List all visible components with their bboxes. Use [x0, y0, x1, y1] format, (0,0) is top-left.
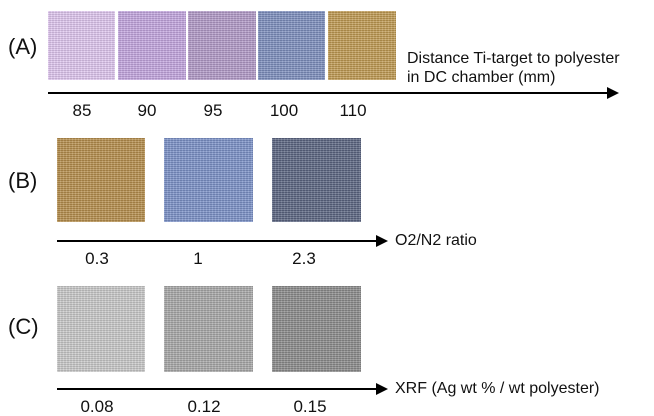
panel-a-tick-85: 85: [72, 101, 92, 120]
panel-c-tick-0-15: 0.15: [293, 397, 327, 416]
panel-c-axis-line: [57, 388, 377, 390]
fabric-swatch-ratio-1: [164, 138, 253, 222]
fabric-swatch-90: [118, 11, 186, 80]
panel-c-axis-label: XRF (Ag wt % / wt polyester): [395, 380, 600, 397]
panel-b-tick-1: 1: [193, 249, 203, 268]
fabric-swatch-100: [258, 11, 325, 80]
fabric-swatch-xrf-0-12: [164, 286, 253, 372]
panel-c-tick-0-12: 0.12: [187, 397, 221, 416]
panel-a-axis-arrowhead: [607, 87, 619, 99]
panel-a-label: (A): [8, 34, 38, 59]
panel-b-tick-2-3: 2.3: [292, 249, 316, 268]
panel-a-tick-110: 110: [339, 101, 367, 120]
panel-c-label: (C): [8, 314, 39, 339]
panel-b-label: (B): [8, 168, 38, 193]
panel-a-tick-100: 100: [269, 101, 299, 120]
fabric-swatch-ratio-2-3: [272, 138, 361, 222]
fabric-swatch-xrf-0-08: [57, 286, 145, 372]
panel-b-tick-0-3: 0.3: [85, 249, 109, 268]
panel-a-tick-90: 90: [137, 101, 157, 120]
panel-c-tick-0-08: 0.08: [80, 397, 114, 416]
panel-c-axis-arrowhead: [376, 383, 388, 395]
panel-a-tick-95: 95: [203, 101, 223, 120]
fabric-swatch-85: [48, 11, 115, 80]
panel-a-axis-label-line1: Distance Ti-target to polyester: [407, 50, 620, 67]
fabric-swatch-ratio-0-3: [57, 138, 145, 222]
panel-a-axis-label-line2: in DC chamber (mm): [407, 69, 556, 86]
fabric-swatch-95: [188, 11, 256, 80]
fabric-swatch-110: [328, 11, 396, 80]
panel-a-axis-line: [48, 92, 608, 94]
panel-b-axis-line: [57, 240, 377, 242]
fabric-swatch-xrf-0-15: [272, 286, 361, 372]
panel-b-axis-arrowhead: [376, 235, 388, 247]
panel-b-axis-label: O2/N2 ratio: [395, 232, 477, 249]
